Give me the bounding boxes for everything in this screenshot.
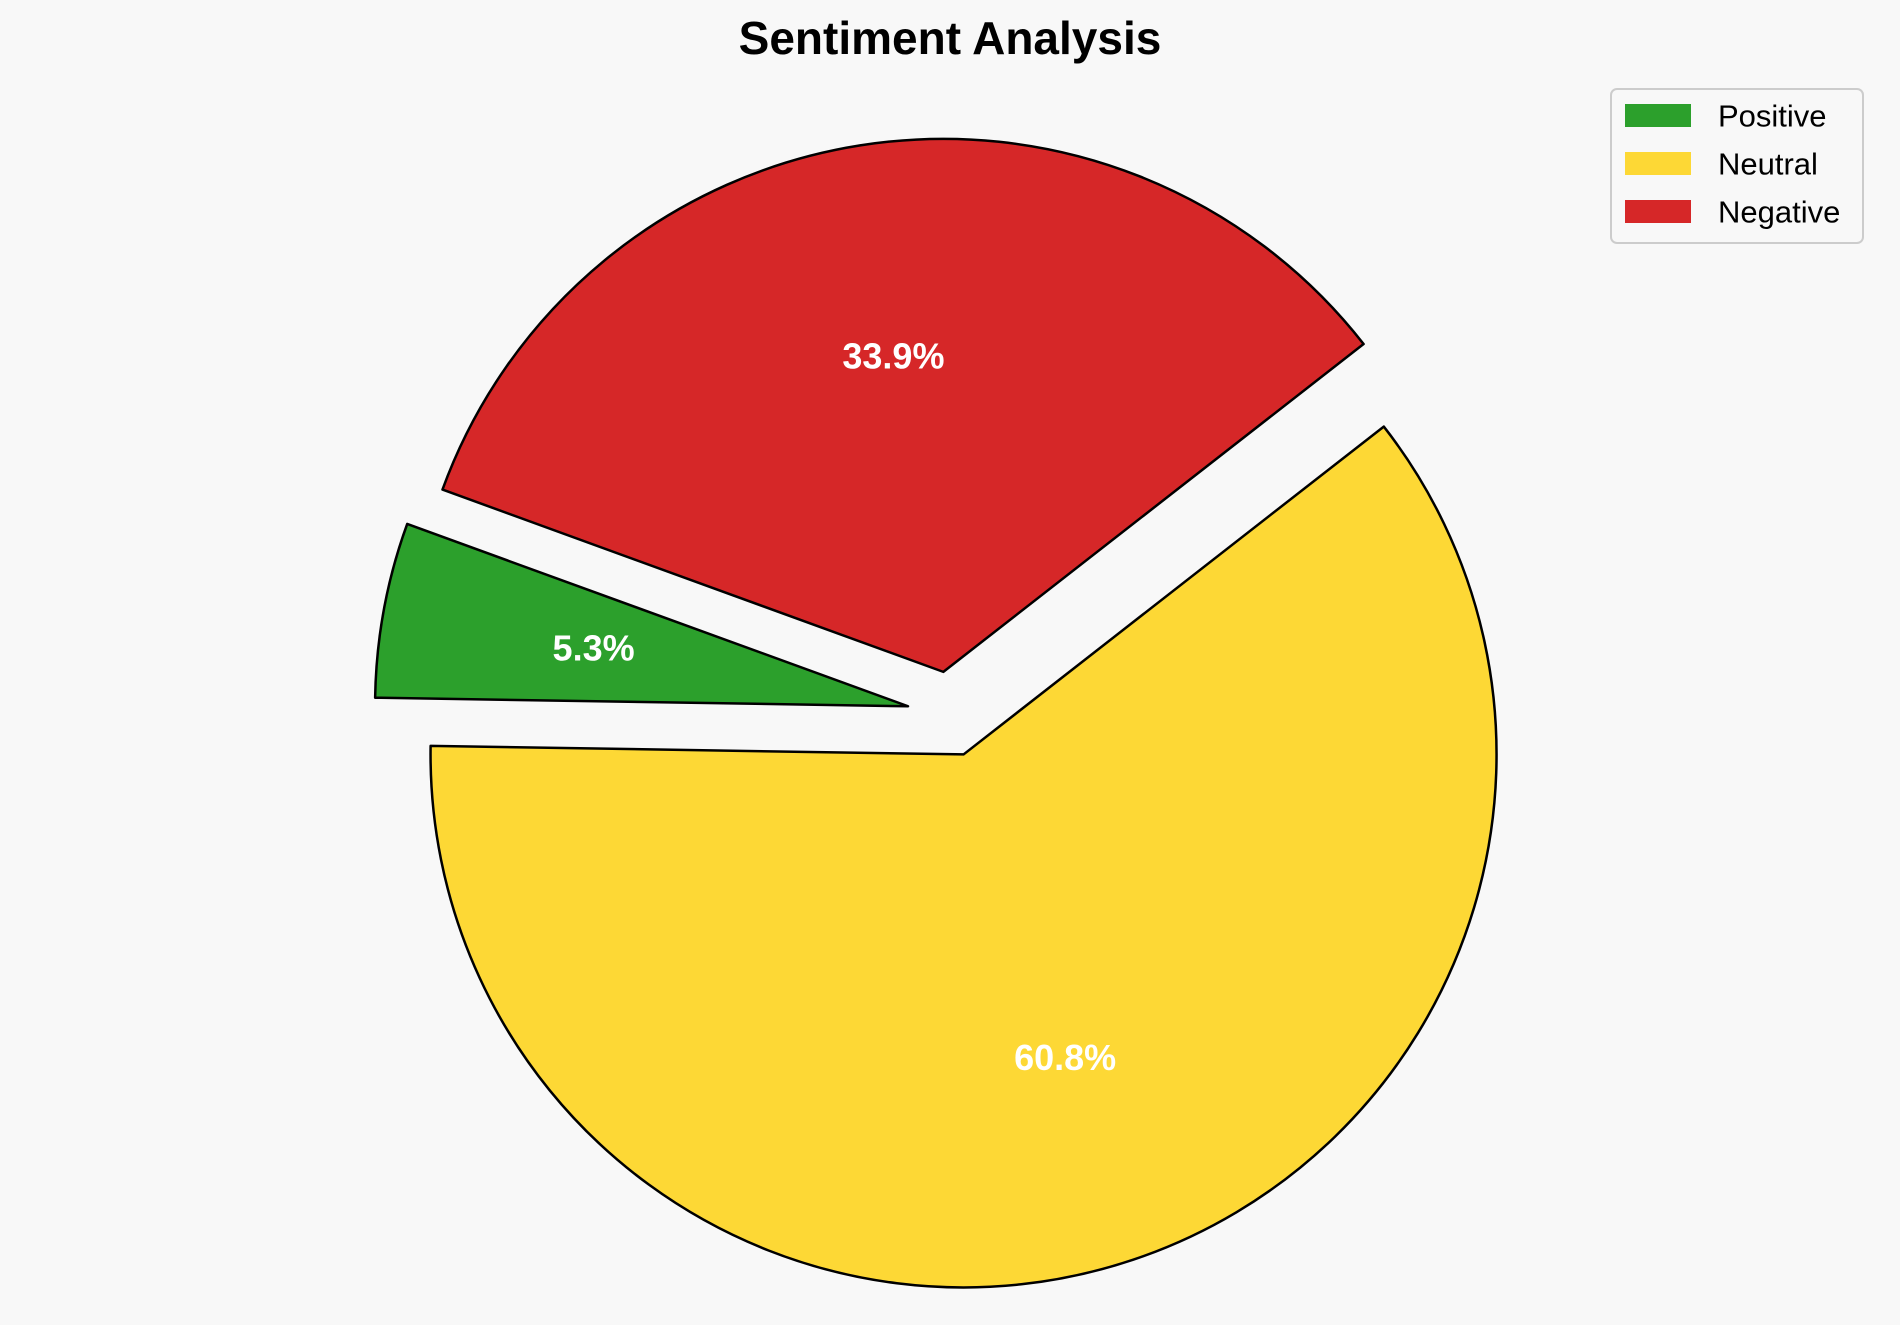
legend-swatch-neutral [1625,152,1691,175]
chart-title: Sentiment Analysis [739,12,1162,64]
pie-slices [373,137,1498,1289]
pie-slice-positive [373,522,910,708]
slice-label-positive: 5.3% [553,628,635,669]
pie-slice-negative [441,137,1365,674]
slice-label-neutral: 60.8% [1014,1037,1116,1078]
legend: Positive Neutral Negative [1610,88,1864,244]
legend-label-positive: Positive [1718,99,1827,134]
legend-label-neutral: Neutral [1718,147,1818,182]
legend-label-negative: Negative [1718,195,1840,230]
pie-slice-neutral [429,425,1498,1289]
legend-swatch-positive [1625,104,1691,127]
slice-label-negative: 33.9% [842,336,944,377]
legend-swatch-negative [1625,200,1691,223]
legend-items: Positive Neutral Negative [1625,99,1840,230]
slice-labels: 5.3% 60.8% 33.9% [553,336,1117,1079]
